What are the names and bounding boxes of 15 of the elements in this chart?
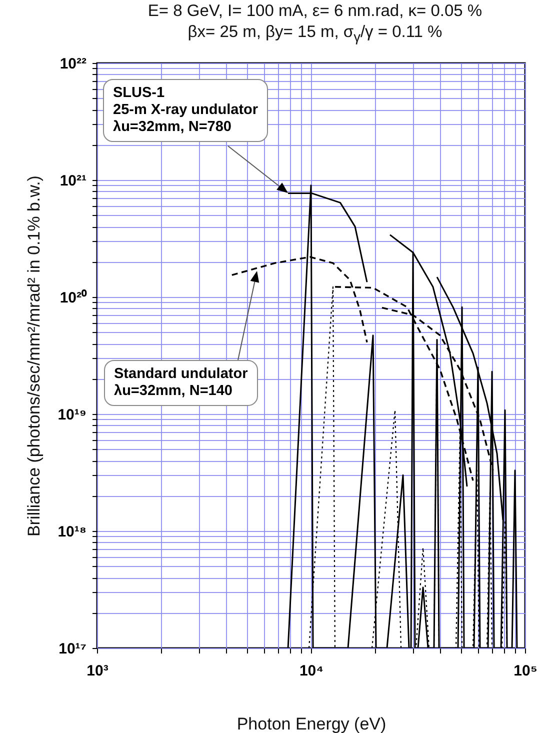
y-tick-label: 10²² [60, 56, 86, 72]
x-axis-title: Photon Energy (eV) [236, 714, 386, 733]
y-tick-label: 10²¹ [60, 172, 86, 190]
callout-box: SLUS-1 25-m X-ray undulator λu=32mm, N=780 [103, 79, 268, 142]
x-tick-label: 10⁵ [514, 662, 538, 680]
x-tick-label: 10⁴ [299, 662, 324, 680]
y-tick-label: 10¹⁹ [58, 406, 86, 424]
y-tick-label: 10¹⁸ [58, 524, 86, 540]
callout-box: Standard undulator λu=32mm, N=140 [104, 360, 258, 406]
chart-subtitle: βx= 25 m, βy= 15 m, σ$_{γ}$/γ = 0.11 % [186, 23, 444, 44]
y-tick-label: 10¹⁷ [58, 640, 86, 658]
y-axis-title: Brilliance (photons/sec/mm²/mrad² in 0.1% b.w.) [24, 176, 44, 536]
chart-title: E= 8 GeV, I= 100 mA, ε= 6 nm.rad, κ= 0.05 % [146, 2, 484, 21]
x-tick-label: 10³ [86, 662, 108, 680]
y-tick-label: 10²⁰ [60, 288, 88, 306]
